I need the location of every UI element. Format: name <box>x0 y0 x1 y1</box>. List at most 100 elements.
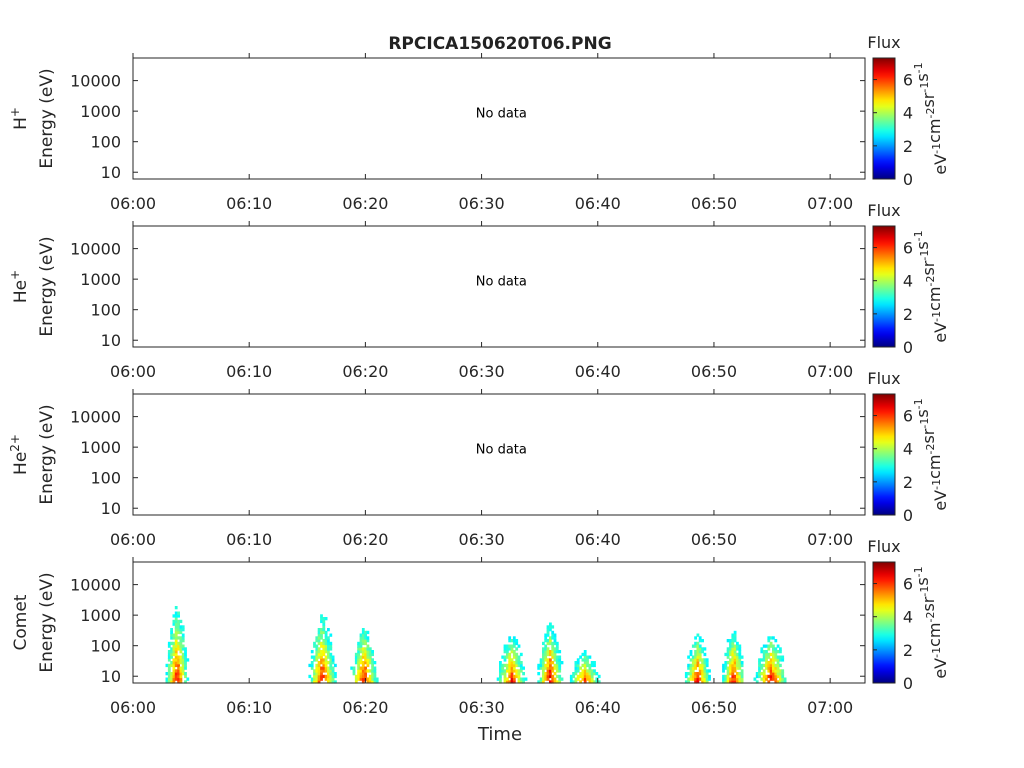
flux-cell <box>324 669 328 673</box>
flux-cell <box>736 647 739 651</box>
flux-cell <box>329 666 333 670</box>
flux-cell <box>170 650 173 654</box>
flux-cell <box>590 680 594 684</box>
flux-cell <box>357 655 360 659</box>
flux-cell <box>597 680 601 684</box>
flux-cell <box>755 672 759 676</box>
flux-cell <box>167 669 171 673</box>
flux-cell <box>731 644 735 648</box>
flux-cell <box>572 680 575 684</box>
flux-cell <box>501 655 505 659</box>
flux-cell <box>366 636 370 640</box>
flux-cell <box>767 661 771 665</box>
flux-cell <box>542 641 545 646</box>
panel-3: 06:00 06:10 06:20 06:30 06:40 06:50 07:00 10 100… <box>8 369 950 549</box>
flux-cell <box>553 666 557 670</box>
flux-cell <box>515 655 519 659</box>
flux-cell <box>503 655 507 659</box>
flux-cell <box>371 650 374 654</box>
flux-cell <box>701 674 704 679</box>
flux-cell <box>364 647 367 651</box>
flux-cell <box>691 669 695 673</box>
flux-cell <box>701 672 704 676</box>
flux-cell <box>579 672 582 676</box>
flux-cell <box>317 652 321 657</box>
flux-cell <box>371 663 374 668</box>
flux-cell <box>519 677 523 681</box>
flux-cell <box>177 628 180 632</box>
flux-cell <box>731 636 735 640</box>
flux-cell <box>357 647 360 651</box>
x-tick-label: 06:00 <box>110 698 156 717</box>
x-tick-label: 06:40 <box>575 530 621 549</box>
flux-cell <box>588 677 592 681</box>
flux-cell <box>172 647 176 651</box>
plot-area-frame <box>132 225 866 348</box>
flux-cell <box>553 639 557 643</box>
flux-cell <box>329 674 333 679</box>
flux-cell <box>315 652 319 657</box>
flux-cell <box>733 644 737 648</box>
flux-cell <box>329 644 333 648</box>
flux-cell <box>698 655 702 659</box>
unit-part: cm <box>925 623 944 647</box>
flux-cell <box>320 669 323 673</box>
flux-cell <box>551 669 555 673</box>
flux-cell <box>701 663 704 668</box>
flux-cell <box>510 677 514 681</box>
flux-cell <box>758 663 761 668</box>
flux-cell <box>177 644 180 648</box>
flux-cell <box>558 663 562 668</box>
flux-cell <box>315 672 319 676</box>
flux-cell <box>327 674 330 679</box>
flux-cell <box>324 636 328 640</box>
flux-cell <box>499 674 502 679</box>
unit-part: s <box>913 241 932 249</box>
panels: 06:00 06:10 06:20 06:30 06:40 06:50 07:0010100… <box>8 33 950 717</box>
flux-cell <box>329 663 333 668</box>
flux-cell <box>322 622 326 626</box>
flux-cell <box>593 672 596 676</box>
flux-cell <box>327 639 330 643</box>
flux-cell <box>729 658 732 662</box>
flux-cell <box>576 658 580 662</box>
flux-cell <box>522 677 525 681</box>
y-tick-label: 100 <box>90 469 121 488</box>
flux-cell <box>373 661 377 665</box>
flux-cell <box>184 655 187 659</box>
flux-cell <box>510 669 514 673</box>
colorbar-tick-label: 6 <box>903 575 913 594</box>
x-tick-label: 06:10 <box>226 362 272 381</box>
flux-cell <box>167 674 171 679</box>
flux-cell <box>177 658 180 662</box>
flux-cell <box>758 666 761 670</box>
flux-cell <box>762 663 766 668</box>
flux-cell <box>515 641 519 646</box>
flux-cell <box>553 652 557 657</box>
flux-cell <box>361 641 365 646</box>
flux-cell <box>334 672 337 676</box>
flux-cell <box>767 674 771 679</box>
flux-cell <box>733 666 737 670</box>
flux-cell <box>774 652 778 657</box>
flux-cell <box>506 669 509 673</box>
flux-cell <box>546 647 550 651</box>
flux-cell <box>501 663 505 668</box>
flux-cell <box>572 674 575 679</box>
flux-cell <box>551 633 555 637</box>
x-axis-label: Time <box>477 724 522 745</box>
flux-cell <box>515 674 519 679</box>
flux-cell <box>329 641 333 646</box>
flux-cell <box>172 644 176 648</box>
flux-cell <box>181 661 185 665</box>
flux-cell <box>696 641 700 646</box>
flux-cell <box>765 658 768 662</box>
flux-cell <box>579 680 582 684</box>
flux-cell <box>315 655 319 659</box>
flux-cell <box>324 658 328 662</box>
flux-cell <box>508 636 512 640</box>
flux-cell <box>322 669 326 673</box>
flux-cell <box>368 658 372 662</box>
flux-cell <box>696 680 700 684</box>
